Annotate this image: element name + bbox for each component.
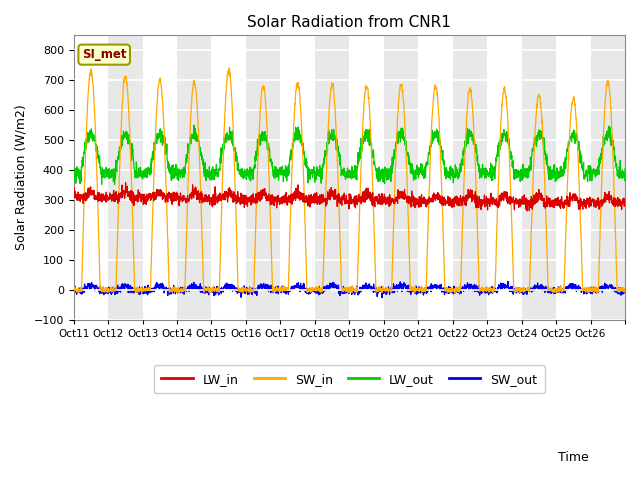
Bar [591, 36, 625, 320]
LW_out [516, 171, 524, 177]
SW_out [383, 290, 390, 296]
LW_in [70, 188, 77, 194]
LW_in [516, 200, 524, 205]
Line: LW_in: LW_in [74, 183, 625, 211]
SW_out [547, 289, 555, 295]
SW_in [383, 285, 390, 291]
LW_in [122, 180, 129, 186]
LW_in [125, 192, 132, 198]
Bar [177, 36, 211, 320]
Bar [419, 36, 452, 320]
Title: Solar Radiation from CNR1: Solar Radiation from CNR1 [248, 15, 451, 30]
SW_in [244, 288, 252, 294]
Line: LW_out: LW_out [74, 125, 625, 184]
LW_in [621, 199, 629, 204]
LW_out [621, 166, 629, 171]
LW_in [524, 208, 531, 214]
Bar [315, 36, 349, 320]
SW_out [378, 295, 386, 300]
LW_out [190, 122, 198, 128]
Text: Time: Time [558, 451, 589, 464]
SW_in [621, 287, 629, 292]
LW_out [614, 168, 621, 174]
LW_out [547, 170, 555, 176]
LW_in [614, 204, 621, 209]
SW_out [614, 288, 621, 294]
LW_in [244, 195, 252, 201]
Y-axis label: Solar Radiation (W/m2): Solar Radiation (W/m2) [15, 105, 28, 251]
SW_out [244, 291, 252, 297]
Legend: LW_in, SW_in, LW_out, SW_out: LW_in, SW_in, LW_out, SW_out [154, 365, 545, 393]
Bar [349, 36, 384, 320]
Bar [211, 36, 246, 320]
LW_in [547, 199, 555, 204]
SW_in [70, 286, 77, 292]
SW_in [547, 286, 555, 292]
Bar [556, 36, 591, 320]
Line: SW_in: SW_in [74, 68, 625, 292]
Bar [108, 36, 143, 320]
Text: SI_met: SI_met [82, 48, 127, 61]
Bar [384, 36, 419, 320]
LW_out [244, 173, 252, 179]
SW_in [73, 289, 81, 295]
SW_out [70, 289, 77, 295]
Bar [487, 36, 522, 320]
SW_out [504, 278, 512, 284]
Bar [74, 36, 108, 320]
Bar [280, 36, 315, 320]
Bar [143, 36, 177, 320]
LW_out [383, 168, 390, 173]
Bar [522, 36, 556, 320]
SW_out [621, 286, 629, 291]
LW_out [125, 140, 132, 145]
LW_out [111, 181, 118, 187]
SW_in [225, 65, 233, 71]
Line: SW_out: SW_out [74, 281, 625, 298]
LW_in [383, 197, 390, 203]
SW_in [516, 289, 524, 295]
SW_out [125, 284, 132, 290]
Bar [246, 36, 280, 320]
SW_in [125, 112, 132, 118]
SW_out [516, 290, 524, 296]
LW_out [70, 168, 77, 173]
SW_in [614, 288, 621, 294]
Bar [452, 36, 487, 320]
